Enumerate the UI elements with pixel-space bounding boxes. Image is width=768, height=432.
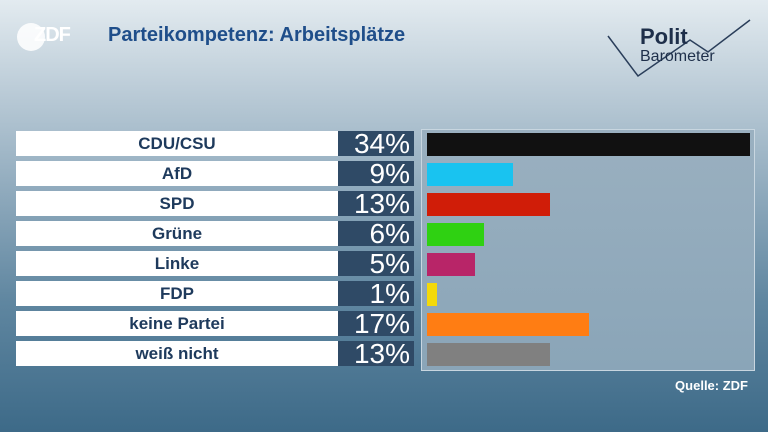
value-label: 34% — [338, 130, 414, 158]
category-label: CDU/CSU — [16, 131, 338, 156]
value-label: 13% — [338, 340, 414, 368]
bar — [427, 163, 513, 186]
bar — [427, 133, 750, 156]
bar — [427, 283, 437, 306]
value-label: 9% — [338, 160, 414, 188]
value-label: 17% — [338, 310, 414, 338]
bar — [427, 253, 475, 276]
politbarometer-logo-icon — [607, 19, 751, 78]
brand-polit: Polit — [640, 24, 688, 49]
value-label: 13% — [338, 190, 414, 218]
category-label: weiß nicht — [16, 341, 338, 366]
category-label: Linke — [16, 251, 338, 276]
page-title: Parteikompetenz: Arbeitsplätze — [108, 24, 406, 46]
value-label: 1% — [338, 280, 414, 308]
category-label: keine Partei — [16, 311, 338, 336]
value-label: 5% — [338, 250, 414, 278]
category-label: FDP — [16, 281, 338, 306]
bar — [427, 313, 589, 336]
zdf-logo-text: ZDF — [34, 24, 71, 46]
value-label: 6% — [338, 220, 414, 248]
brand-barometer: Barometer — [640, 48, 715, 65]
bar — [427, 193, 550, 216]
source-note: Quelle: ZDF — [675, 378, 748, 393]
zdf-logo-icon — [17, 23, 45, 51]
category-label: SPD — [16, 191, 338, 216]
category-label: Grüne — [16, 221, 338, 246]
category-label: AfD — [16, 161, 338, 186]
bar — [427, 343, 550, 366]
bar — [427, 223, 484, 246]
